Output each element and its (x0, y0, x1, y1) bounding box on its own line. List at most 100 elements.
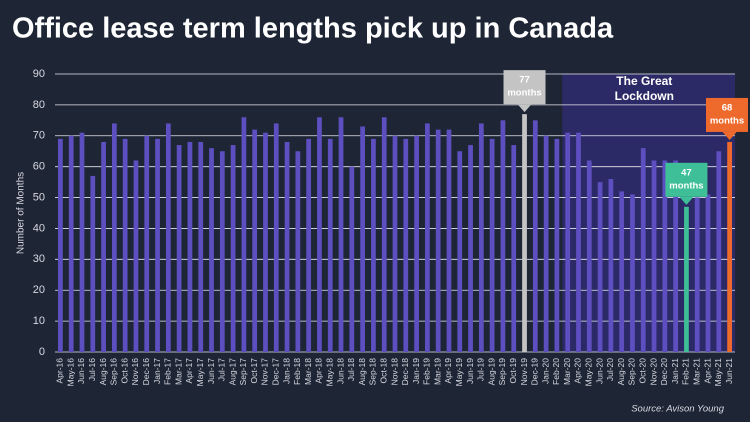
bar (478, 123, 484, 352)
bar (209, 148, 214, 352)
x-tick-label: Apr-21 (702, 358, 712, 384)
y-tick-label: 60 (33, 161, 45, 173)
bar (187, 141, 193, 352)
x-tick-label: Jan-19 (411, 358, 421, 384)
bar (338, 117, 344, 352)
region-label: Lockdown (615, 89, 674, 103)
x-tick-label: Jan-20 (540, 358, 550, 384)
x-tick-label: Apr-19 (443, 358, 453, 384)
x-tick-label: Aug-20 (616, 358, 626, 386)
x-tick-label: May-18 (324, 358, 334, 387)
bar (565, 132, 571, 352)
bar (349, 166, 355, 352)
x-tick-label: Jul-17 (217, 358, 227, 381)
x-tick-label: Sep-20 (627, 358, 637, 386)
x-tick-label: Mar-17 (173, 358, 183, 385)
bar (371, 138, 376, 352)
x-tick-label: Apr-20 (573, 358, 583, 384)
bar (489, 138, 495, 352)
callout-box (706, 97, 748, 132)
bar (468, 145, 473, 352)
bar (165, 123, 171, 352)
bar (532, 120, 538, 352)
callout-label: months (669, 180, 703, 191)
bar (241, 117, 247, 352)
x-tick-label: May-19 (454, 358, 464, 387)
y-tick-label: 20 (33, 284, 45, 296)
bar (684, 206, 689, 352)
bar (500, 120, 506, 352)
callout-arrow (722, 131, 737, 140)
bar (155, 138, 160, 352)
source: Source: Avison Young (631, 404, 724, 415)
bar (219, 151, 225, 352)
bar (425, 123, 430, 352)
x-tick-label: Feb-20 (551, 358, 561, 385)
bar (176, 145, 182, 352)
x-tick-label: Aug-18 (357, 358, 367, 386)
y-tick-label: 80 (33, 99, 45, 111)
bar (554, 138, 560, 352)
bar (662, 160, 668, 352)
x-tick-label: Jun-20 (594, 358, 604, 384)
x-tick-label: Sep-19 (497, 358, 507, 386)
bar (543, 135, 549, 352)
x-tick-label: Oct-18 (378, 358, 388, 384)
bar (716, 151, 722, 352)
bar (522, 114, 527, 353)
x-tick-label: Feb-19 (422, 358, 432, 385)
y-tick-label: 50 (33, 191, 45, 203)
x-tick-label: Jun-17 (206, 358, 216, 384)
x-tick-label: Oct-17 (249, 358, 259, 384)
bar (705, 194, 711, 352)
x-tick-label: Jun-18 (335, 358, 345, 384)
x-tick-label: May-16 (65, 358, 75, 387)
x-tick-label: Oct-16 (119, 358, 129, 384)
bar (446, 129, 452, 352)
bar (68, 135, 74, 352)
x-tick-label: Jul-19 (476, 358, 486, 381)
x-tick-label: Nov-19 (519, 358, 529, 386)
bar (360, 126, 365, 352)
x-tick-label: Jan-21 (670, 358, 680, 384)
bar (144, 135, 150, 352)
callout-arrow (679, 196, 694, 205)
bar (111, 123, 117, 352)
callout-label: months (507, 88, 541, 99)
bar (133, 160, 139, 352)
x-tick-label: Nov-18 (389, 358, 399, 386)
x-tick-label: Mar-20 (562, 358, 572, 385)
bar (651, 160, 657, 352)
bar (619, 191, 625, 352)
bar (101, 141, 106, 352)
bar (576, 132, 581, 352)
y-tick-label: 0 (39, 346, 45, 358)
callout-label: 77 (519, 75, 530, 86)
x-tick-label: Mar-21 (691, 358, 701, 385)
bar (252, 129, 258, 352)
bar (392, 135, 398, 352)
x-tick-label: Mar-19 (432, 358, 442, 385)
x-tick-label: Jan-17 (152, 358, 162, 384)
x-tick-label: Nov-20 (648, 358, 658, 386)
bar (317, 117, 322, 352)
bar (435, 129, 441, 352)
x-tick-label: Feb-21 (681, 358, 691, 385)
x-tick-label: Sep-16 (109, 358, 119, 386)
y-tick-label: 70 (33, 130, 45, 142)
x-tick-label: Jul-20 (605, 358, 615, 381)
bar (230, 145, 236, 352)
x-tick-label: Mar-18 (303, 358, 313, 385)
x-tick-label: Nov-17 (260, 358, 270, 386)
bar (295, 151, 301, 352)
x-tick-label: Aug-19 (486, 358, 496, 386)
callout-label: 47 (681, 167, 692, 178)
x-tick-label: Sep-17 (238, 358, 248, 386)
x-tick-label: May-20 (584, 358, 594, 387)
x-tick-label: Dec-16 (141, 358, 151, 386)
x-tick-label: Jun-21 (724, 358, 734, 384)
x-tick-label: May-21 (713, 358, 723, 387)
bar (306, 138, 312, 352)
x-tick-label: May-17 (195, 358, 205, 387)
